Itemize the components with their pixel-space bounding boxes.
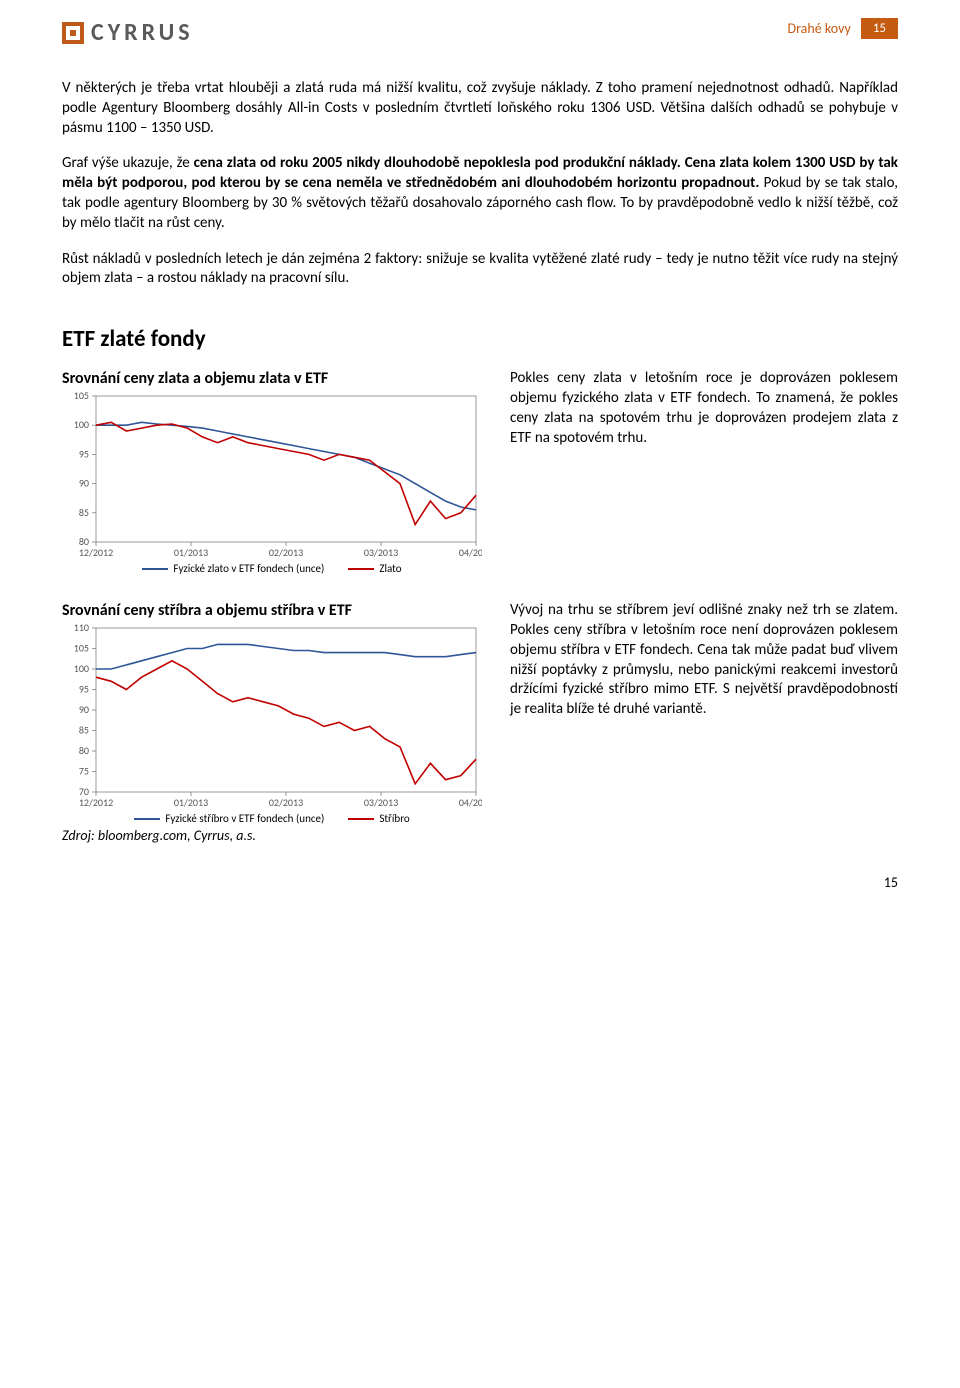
svg-text:04/2013: 04/2013 bbox=[459, 796, 482, 809]
legend-line-icon bbox=[142, 568, 168, 570]
chart2-text-col: Vývoj na trhu se stříbrem jeví odlišné z… bbox=[510, 601, 898, 720]
legend-label: Fyzické zlato v ETF fondech (unce) bbox=[173, 562, 324, 575]
paragraph-3: Růst nákladů v posledních letech je dán … bbox=[62, 250, 898, 290]
chart1-svg: 8085909510010512/201201/201302/201303/20… bbox=[62, 392, 482, 560]
svg-text:100: 100 bbox=[74, 418, 89, 431]
chart2-container: Srovnání ceny stříbra a objemu stříbra v… bbox=[62, 601, 482, 844]
svg-text:02/2013: 02/2013 bbox=[269, 546, 303, 559]
legend-item: Fyzické zlato v ETF fondech (unce) bbox=[142, 562, 324, 575]
chart1-text: Pokles ceny zlata v letošním roce je dop… bbox=[510, 369, 898, 448]
svg-text:80: 80 bbox=[79, 744, 89, 757]
legend-label: Stříbro bbox=[379, 812, 409, 825]
svg-text:03/2013: 03/2013 bbox=[364, 546, 398, 559]
svg-text:75: 75 bbox=[79, 765, 89, 778]
svg-text:12/2012: 12/2012 bbox=[79, 796, 113, 809]
svg-text:12/2012: 12/2012 bbox=[79, 546, 113, 559]
logo: CYRRUS bbox=[62, 18, 194, 47]
svg-text:90: 90 bbox=[79, 477, 89, 490]
chart2-legend: Fyzické stříbro v ETF fondech (unce) Stří… bbox=[62, 812, 482, 825]
svg-text:03/2013: 03/2013 bbox=[364, 796, 398, 809]
legend-item: Fyzické stříbro v ETF fondech (unce) bbox=[134, 812, 324, 825]
chart1-container: Srovnání ceny zlata a objemu zlata v ETF… bbox=[62, 369, 482, 575]
chart2-svg: 70758085909510010511012/201201/201302/20… bbox=[62, 624, 482, 810]
svg-text:90: 90 bbox=[79, 703, 89, 716]
page-number-badge: 15 bbox=[861, 18, 898, 39]
page-header: CYRRUS Drahé kovy 15 bbox=[62, 18, 898, 47]
svg-text:110: 110 bbox=[74, 624, 89, 634]
chart-source: Zdroj: bloomberg.com, Cyrrus, a.s. bbox=[62, 827, 482, 844]
chart1-row: Srovnání ceny zlata a objemu zlata v ETF… bbox=[62, 369, 898, 575]
legend-label: Zlato bbox=[379, 562, 401, 575]
svg-text:85: 85 bbox=[79, 724, 89, 737]
svg-text:04/2013: 04/2013 bbox=[459, 546, 482, 559]
logo-mark-icon bbox=[62, 22, 84, 44]
legend-item: Stříbro bbox=[348, 812, 409, 825]
chart2-text: Vývoj na trhu se stříbrem jeví odlišné z… bbox=[510, 601, 898, 720]
chart1-text-col: Pokles ceny zlata v letošním roce je dop… bbox=[510, 369, 898, 448]
svg-text:100: 100 bbox=[74, 662, 89, 675]
svg-text:95: 95 bbox=[79, 683, 89, 696]
paragraph-2: Graf výše ukazuje, že cena zlata od roku… bbox=[62, 154, 898, 233]
svg-text:01/2013: 01/2013 bbox=[174, 796, 208, 809]
chart2-row: Srovnání ceny stříbra a objemu stříbra v… bbox=[62, 601, 898, 844]
svg-text:02/2013: 02/2013 bbox=[269, 796, 303, 809]
chart2-title: Srovnání ceny stříbra a objemu stříbra v… bbox=[62, 601, 482, 620]
paragraph-1: V některých je třeba vrtat hlouběji a zl… bbox=[62, 79, 898, 138]
legend-item: Zlato bbox=[348, 562, 401, 575]
svg-text:85: 85 bbox=[79, 506, 89, 519]
svg-text:95: 95 bbox=[79, 448, 89, 461]
svg-text:105: 105 bbox=[74, 392, 89, 402]
header-right: Drahé kovy 15 bbox=[787, 18, 898, 39]
header-category: Drahé kovy bbox=[787, 18, 850, 37]
chart1-title: Srovnání ceny zlata a objemu zlata v ETF bbox=[62, 369, 482, 388]
svg-text:01/2013: 01/2013 bbox=[174, 546, 208, 559]
section-title: ETF zlaté fondy bbox=[62, 325, 898, 353]
legend-line-icon bbox=[134, 818, 160, 820]
svg-text:105: 105 bbox=[74, 642, 89, 655]
footer-page-number: 15 bbox=[62, 874, 898, 891]
logo-text: CYRRUS bbox=[91, 18, 194, 47]
legend-label: Fyzické stříbro v ETF fondech (unce) bbox=[165, 812, 324, 825]
p2-run-a: Graf výše ukazuje, že bbox=[62, 154, 194, 172]
chart1-legend: Fyzické zlato v ETF fondech (unce) Zlato bbox=[62, 562, 482, 575]
legend-line-icon bbox=[348, 818, 374, 820]
legend-line-icon bbox=[348, 568, 374, 570]
